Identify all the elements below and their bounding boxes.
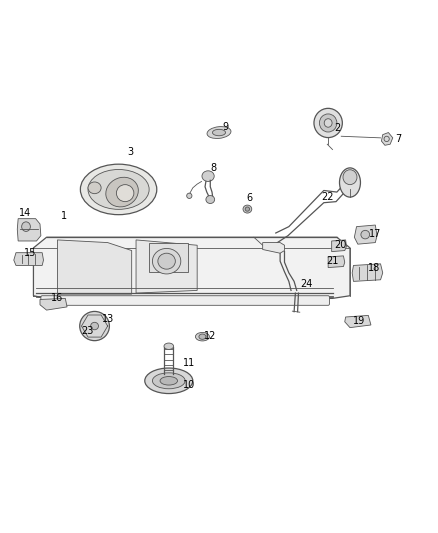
Ellipse shape [164, 343, 173, 350]
Ellipse shape [21, 222, 30, 231]
Text: 11: 11 [183, 358, 195, 368]
Ellipse shape [243, 205, 252, 213]
Ellipse shape [319, 114, 337, 132]
Polygon shape [57, 240, 132, 294]
Polygon shape [328, 256, 345, 268]
Ellipse shape [324, 119, 332, 127]
Text: 18: 18 [368, 263, 380, 272]
Text: 16: 16 [51, 293, 64, 303]
Ellipse shape [195, 333, 209, 341]
Ellipse shape [314, 108, 343, 138]
Polygon shape [354, 225, 377, 244]
Polygon shape [33, 237, 350, 298]
Ellipse shape [339, 168, 360, 197]
Text: 2: 2 [334, 123, 340, 133]
Ellipse shape [202, 171, 214, 181]
Polygon shape [14, 253, 43, 265]
Text: 12: 12 [204, 330, 216, 341]
Text: 22: 22 [321, 192, 333, 203]
Polygon shape [40, 298, 67, 310]
Polygon shape [263, 243, 285, 253]
Text: 19: 19 [353, 316, 365, 326]
Polygon shape [332, 240, 346, 252]
Text: 3: 3 [128, 147, 134, 157]
Ellipse shape [106, 177, 138, 207]
Ellipse shape [199, 334, 206, 340]
Text: 7: 7 [395, 134, 401, 144]
Polygon shape [345, 316, 371, 328]
Text: 20: 20 [334, 240, 346, 250]
Polygon shape [381, 133, 393, 146]
Text: 8: 8 [211, 163, 217, 173]
Polygon shape [352, 264, 383, 281]
Polygon shape [17, 219, 41, 241]
Ellipse shape [206, 196, 215, 204]
Text: 6: 6 [247, 193, 253, 204]
Text: 17: 17 [369, 229, 381, 239]
Ellipse shape [343, 169, 357, 184]
Text: 9: 9 [223, 122, 229, 132]
Text: 15: 15 [24, 248, 36, 258]
Text: 14: 14 [18, 208, 31, 219]
Ellipse shape [152, 248, 181, 274]
Ellipse shape [117, 184, 134, 201]
Ellipse shape [187, 193, 192, 198]
Ellipse shape [81, 164, 157, 215]
Ellipse shape [212, 130, 226, 136]
Ellipse shape [160, 376, 177, 385]
Ellipse shape [152, 373, 185, 389]
Ellipse shape [88, 169, 149, 209]
Ellipse shape [245, 207, 250, 211]
Ellipse shape [145, 368, 193, 393]
Text: 1: 1 [61, 211, 67, 221]
Ellipse shape [80, 311, 110, 341]
Ellipse shape [88, 182, 101, 193]
Text: 23: 23 [81, 326, 93, 336]
Text: 24: 24 [300, 279, 312, 288]
Ellipse shape [361, 230, 370, 239]
Polygon shape [136, 240, 197, 293]
Text: 13: 13 [102, 313, 114, 324]
FancyBboxPatch shape [41, 296, 329, 305]
Ellipse shape [158, 253, 175, 269]
Text: 10: 10 [183, 379, 195, 390]
Polygon shape [149, 243, 188, 272]
Ellipse shape [207, 126, 231, 139]
Text: 21: 21 [326, 256, 339, 266]
Ellipse shape [91, 322, 99, 330]
